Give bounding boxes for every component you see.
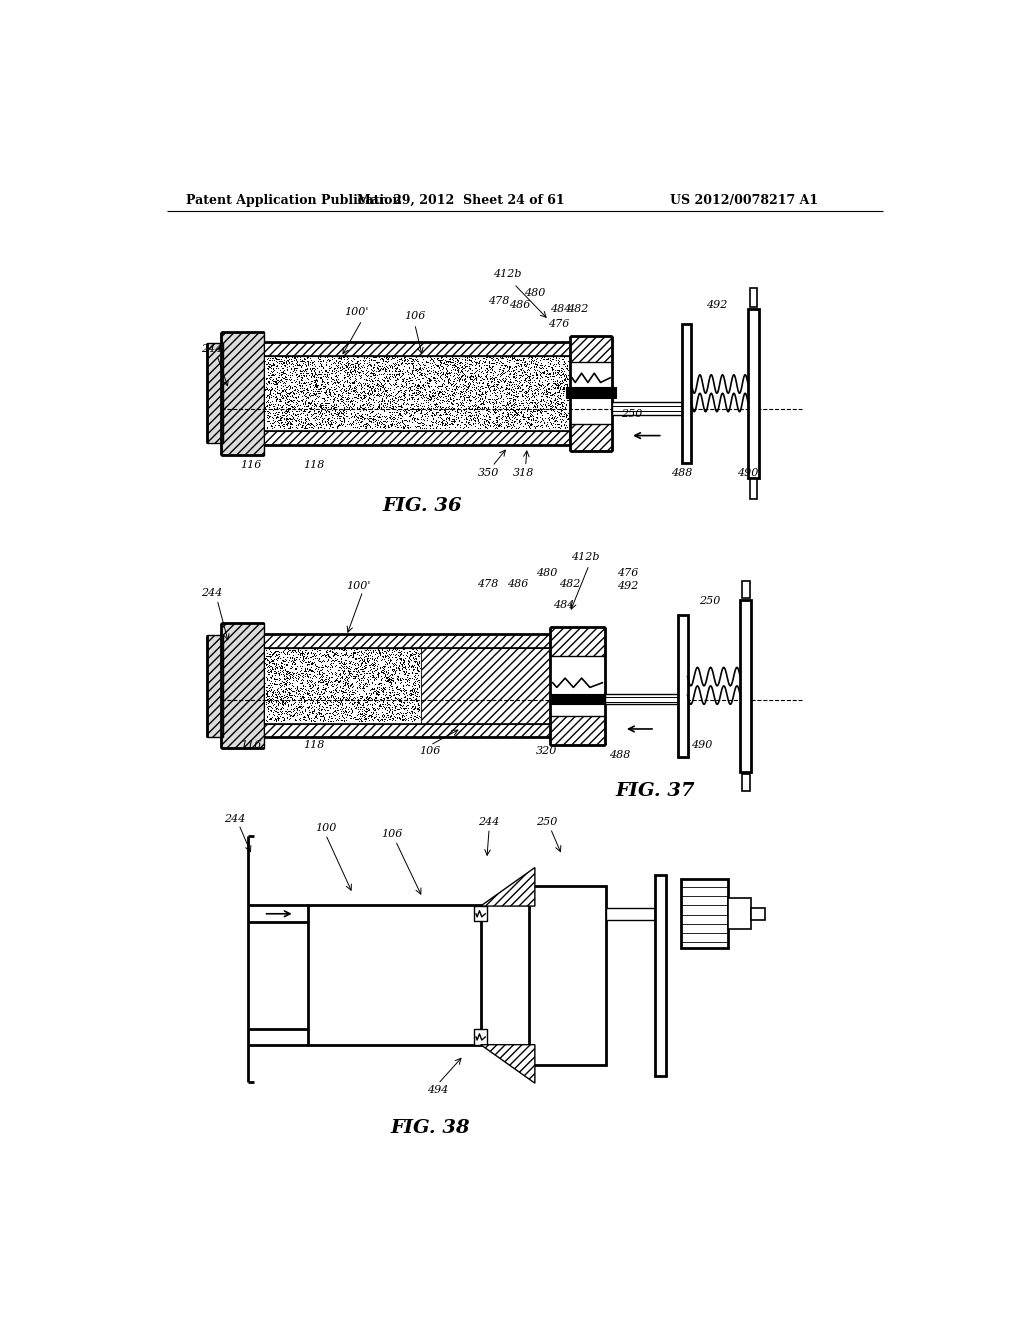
Text: 106: 106 <box>381 829 402 840</box>
Text: US 2012/0078217 A1: US 2012/0078217 A1 <box>671 194 818 207</box>
Polygon shape <box>480 867 535 906</box>
Text: 250: 250 <box>536 817 557 828</box>
Bar <box>263 723 550 738</box>
Text: 106: 106 <box>404 312 425 321</box>
Bar <box>528 886 606 1065</box>
Bar <box>681 879 728 948</box>
Text: 478: 478 <box>487 296 509 306</box>
Text: 244: 244 <box>224 814 246 824</box>
Text: 476: 476 <box>548 319 569 329</box>
Bar <box>604 693 682 705</box>
Text: 250: 250 <box>622 409 642 418</box>
Text: 486: 486 <box>509 301 530 310</box>
Text: 486: 486 <box>507 579 528 589</box>
Text: 488: 488 <box>609 750 631 760</box>
Text: 494: 494 <box>427 1085 449 1096</box>
Bar <box>678 615 687 756</box>
Bar <box>750 479 758 499</box>
Polygon shape <box>480 1044 535 1084</box>
Bar <box>569 335 612 363</box>
Bar <box>474 1030 486 1044</box>
Text: 488: 488 <box>672 467 693 478</box>
Text: 118: 118 <box>303 741 325 750</box>
Text: 492: 492 <box>707 300 728 310</box>
Bar <box>569 424 612 451</box>
Text: 100: 100 <box>315 824 336 833</box>
Text: 476: 476 <box>617 568 639 578</box>
Text: 244: 244 <box>201 589 222 598</box>
Bar <box>221 623 263 748</box>
Text: 480: 480 <box>524 288 546 298</box>
Bar <box>728 899 751 929</box>
Text: 118: 118 <box>303 459 325 470</box>
Text: FIG. 38: FIG. 38 <box>390 1119 470 1138</box>
Text: 350: 350 <box>477 467 499 478</box>
Bar <box>655 874 666 1076</box>
Bar <box>263 635 550 648</box>
Text: 100': 100' <box>344 308 369 317</box>
Text: 100': 100' <box>346 581 371 591</box>
Text: FIG. 37: FIG. 37 <box>615 781 695 800</box>
Text: Patent Application Publication: Patent Application Publication <box>186 194 401 207</box>
Text: 490: 490 <box>691 741 712 750</box>
Text: 106: 106 <box>420 746 441 756</box>
Bar <box>207 343 222 444</box>
Bar <box>263 342 569 355</box>
Text: 484: 484 <box>553 601 574 610</box>
Text: 482: 482 <box>567 304 588 314</box>
Bar <box>606 908 655 920</box>
Text: 244: 244 <box>477 817 499 828</box>
Text: 490: 490 <box>737 467 759 478</box>
Bar <box>566 387 616 397</box>
Text: FIG. 36: FIG. 36 <box>383 498 462 515</box>
Bar <box>207 635 222 737</box>
Bar <box>550 715 604 744</box>
Bar <box>474 906 486 921</box>
Bar <box>682 323 691 462</box>
Bar <box>750 288 758 308</box>
Text: 480: 480 <box>536 568 557 578</box>
Text: 250: 250 <box>698 597 720 606</box>
Text: Mar. 29, 2012  Sheet 24 of 61: Mar. 29, 2012 Sheet 24 of 61 <box>357 194 565 207</box>
Text: 478: 478 <box>477 579 499 589</box>
Bar <box>421 648 550 723</box>
Bar <box>612 403 686 414</box>
Bar <box>263 648 421 723</box>
Bar <box>308 906 480 1045</box>
Text: 412b: 412b <box>571 552 599 562</box>
Bar <box>751 908 765 920</box>
Text: 484: 484 <box>550 304 571 314</box>
Bar <box>741 581 750 598</box>
Bar <box>748 309 759 478</box>
Text: 482: 482 <box>559 579 581 589</box>
Bar <box>550 627 604 656</box>
Text: 412b: 412b <box>494 269 522 279</box>
Bar <box>263 355 569 432</box>
Text: 116: 116 <box>240 741 261 750</box>
Bar <box>221 331 263 455</box>
Text: 116: 116 <box>240 459 261 470</box>
Bar <box>740 599 751 772</box>
Text: 492: 492 <box>617 581 639 591</box>
Text: 320: 320 <box>536 746 557 756</box>
Bar <box>741 774 750 791</box>
Text: 244: 244 <box>201 345 222 354</box>
Text: 318: 318 <box>513 467 534 478</box>
Bar <box>550 693 604 705</box>
Bar <box>263 430 569 445</box>
